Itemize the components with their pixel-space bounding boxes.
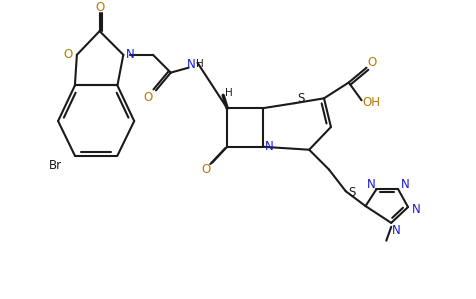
Text: N: N xyxy=(187,58,196,71)
Text: N: N xyxy=(411,202,419,216)
Text: OH: OH xyxy=(362,96,380,109)
Text: O: O xyxy=(367,56,377,69)
Text: N: N xyxy=(126,48,134,61)
Text: Br: Br xyxy=(49,159,61,172)
Text: S: S xyxy=(347,186,355,199)
Text: O: O xyxy=(95,1,104,14)
Text: N: N xyxy=(391,224,400,237)
Text: S: S xyxy=(297,92,304,105)
Text: N: N xyxy=(367,178,375,191)
Text: O: O xyxy=(63,48,72,61)
Text: O: O xyxy=(201,163,210,176)
Text: H: H xyxy=(195,59,203,69)
Text: H: H xyxy=(225,89,232,98)
Text: O: O xyxy=(143,91,152,104)
Text: N: N xyxy=(265,140,273,153)
Text: N: N xyxy=(400,178,408,191)
